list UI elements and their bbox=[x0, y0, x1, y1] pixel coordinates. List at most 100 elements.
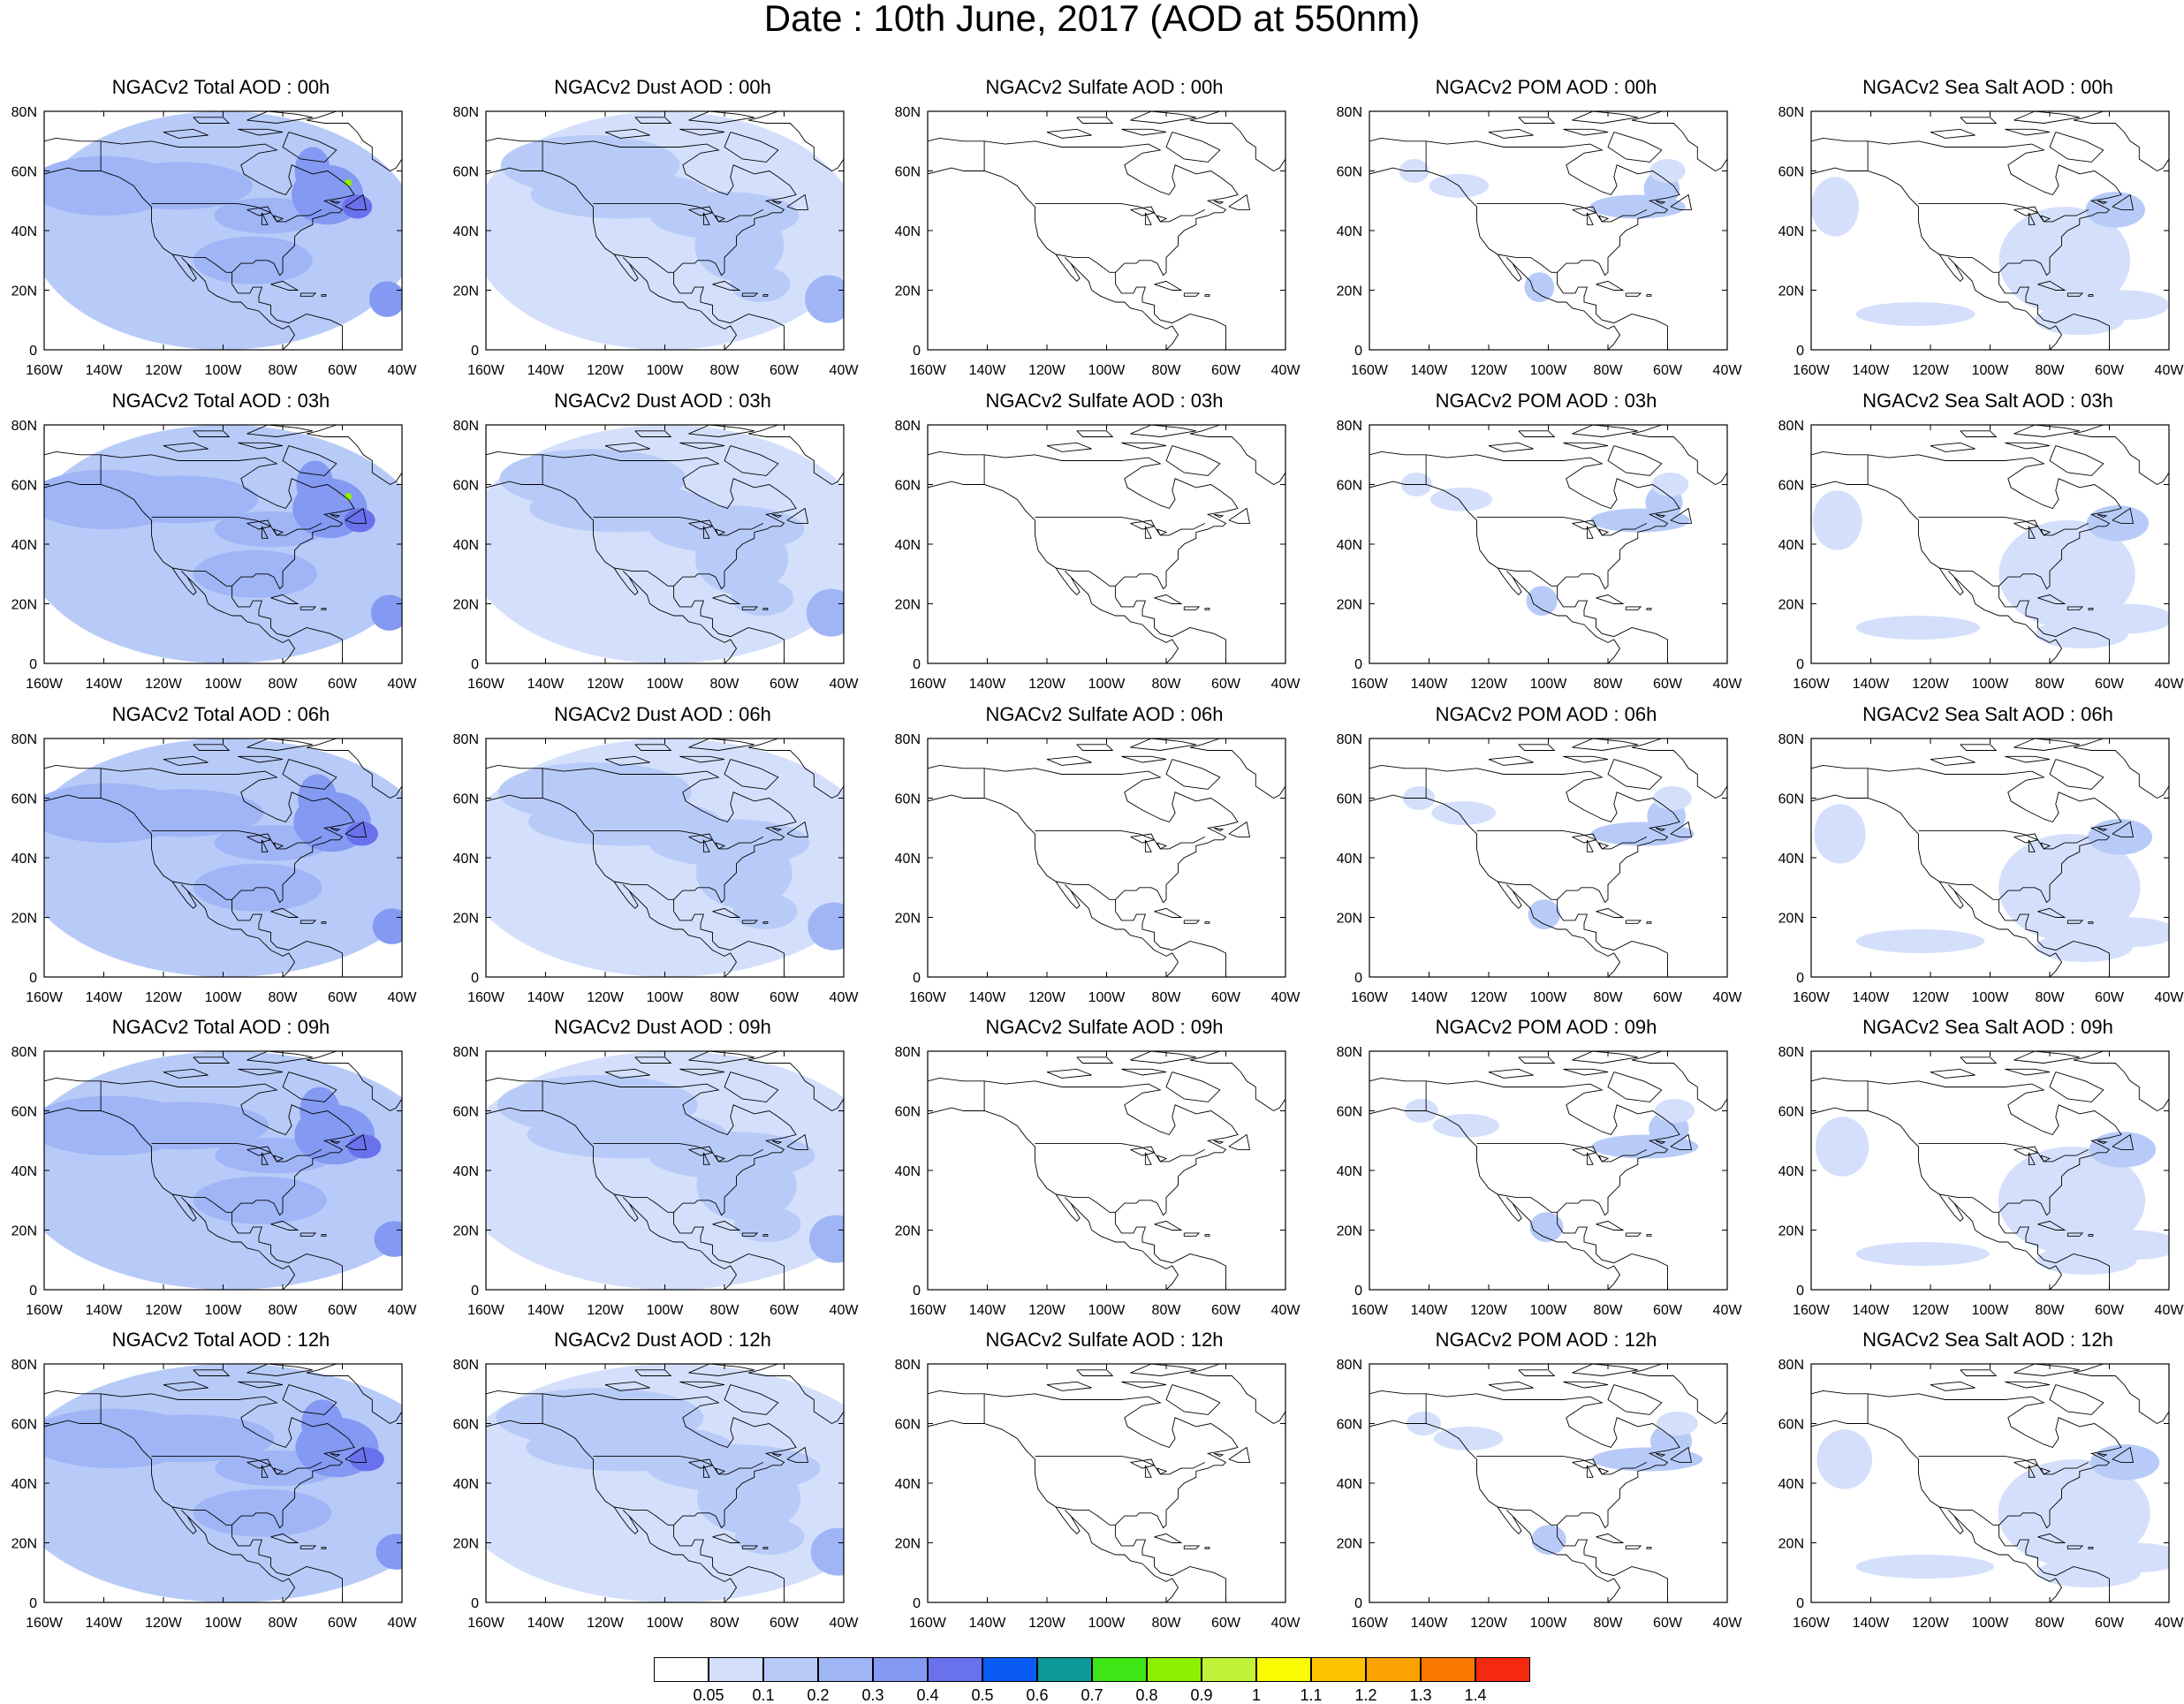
colorbar-label: 0.9 bbox=[1190, 1686, 1213, 1704]
lon-tick-label: 60W bbox=[1653, 1616, 1683, 1631]
panel-title: NGACv2 Sulfate AOD : 00h bbox=[985, 76, 1224, 98]
lat-tick-label: 60N bbox=[895, 792, 921, 807]
island-outline bbox=[321, 921, 327, 924]
lon-tick-label: 140W bbox=[1853, 363, 1891, 378]
lon-tick-label: 140W bbox=[969, 1303, 1007, 1318]
coastline-greenland bbox=[747, 738, 844, 799]
lon-tick-label: 120W bbox=[587, 1303, 625, 1318]
lat-tick-label: 20N bbox=[453, 1224, 479, 1239]
colorbar-label: 0.7 bbox=[1081, 1686, 1103, 1704]
lat-tick-label: 60N bbox=[895, 1105, 921, 1120]
island-outline bbox=[1076, 1056, 1114, 1064]
aod-shading-region bbox=[345, 822, 378, 846]
island-outline bbox=[1228, 507, 1251, 524]
map-panel-seasalt-2: NGACv2 Sea Salt AOD : 06h 80N 60N 40N 20N 0 16… bbox=[1767, 704, 2184, 1013]
lat-tick-label: 20N bbox=[11, 1224, 37, 1239]
island-outline bbox=[1607, 445, 1663, 476]
island-outline bbox=[2013, 1051, 2080, 1064]
aod-shading-region bbox=[1811, 177, 1859, 237]
island-outline bbox=[1121, 1381, 1167, 1389]
island-outline bbox=[1183, 292, 1201, 297]
aod-shading-region bbox=[193, 549, 318, 598]
lake-outline bbox=[1144, 212, 1152, 225]
lat-tick-label: 40N bbox=[895, 538, 921, 553]
lat-tick-label: 20N bbox=[453, 284, 479, 299]
lat-tick-label: 0 bbox=[29, 1284, 37, 1299]
lon-tick-label: 140W bbox=[86, 1303, 124, 1318]
coastline-east bbox=[486, 1390, 797, 1602]
coastline-west bbox=[486, 481, 738, 663]
island-outline bbox=[2066, 920, 2084, 924]
coastline-west bbox=[1369, 794, 1621, 977]
lake-outline bbox=[2028, 1465, 2036, 1478]
island-outline bbox=[163, 1381, 209, 1391]
us-mexico-border bbox=[1498, 1193, 1558, 1213]
lat-tick-label: 80N bbox=[453, 1358, 479, 1373]
lon-tick-label: 40W bbox=[388, 990, 418, 1005]
colorbar-swatch bbox=[654, 1657, 709, 1682]
aod-hotspot bbox=[345, 179, 353, 186]
colorbar-label: 1.3 bbox=[1409, 1686, 1432, 1704]
aod-shading-region bbox=[1432, 1113, 1500, 1138]
lake-outline bbox=[1130, 1458, 1156, 1469]
lon-tick-label: 160W bbox=[1793, 1303, 1831, 1318]
aod-shading-region bbox=[810, 1527, 844, 1576]
island-outline bbox=[771, 200, 783, 205]
lon-tick-label: 100W bbox=[647, 677, 685, 692]
lon-tick-label: 60W bbox=[1211, 1616, 1241, 1631]
island-outline bbox=[1646, 921, 1652, 924]
coastline-greenland bbox=[1631, 738, 1727, 799]
lon-tick-label: 120W bbox=[145, 1616, 183, 1631]
lon-tick-label: 100W bbox=[205, 677, 243, 692]
island-outline bbox=[762, 294, 769, 297]
panel-title: NGACv2 POM AOD : 03h bbox=[1435, 390, 1657, 412]
island-outline bbox=[688, 738, 755, 751]
lon-tick-label: 80W bbox=[2036, 1616, 2066, 1631]
island-outline bbox=[2066, 1232, 2084, 1237]
lon-tick-label: 40W bbox=[2155, 677, 2184, 692]
lat-tick-label: 40N bbox=[11, 1164, 37, 1179]
island-outline bbox=[2049, 1072, 2104, 1102]
island-outline bbox=[1183, 1232, 1201, 1237]
lat-tick-label: 0 bbox=[913, 1596, 921, 1611]
coastline-greenland bbox=[1631, 425, 1727, 486]
island-outline bbox=[1154, 907, 1183, 918]
island-outline bbox=[1228, 1446, 1251, 1463]
lat-tick-label: 40N bbox=[11, 852, 37, 867]
island-outline bbox=[238, 1068, 284, 1076]
coastline-east bbox=[1811, 764, 2122, 977]
lake-outline bbox=[688, 206, 714, 216]
aod-shading-region bbox=[300, 1087, 340, 1135]
coastline-east bbox=[1369, 764, 1680, 977]
island-outline bbox=[724, 132, 779, 163]
lon-tick-label: 140W bbox=[969, 990, 1007, 1005]
island-outline bbox=[1670, 1446, 1693, 1463]
panel-title: NGACv2 Sulfate AOD : 09h bbox=[985, 1016, 1224, 1038]
lon-tick-label: 120W bbox=[145, 990, 183, 1005]
colorbar-label: 0.1 bbox=[752, 1686, 775, 1704]
lon-tick-label: 160W bbox=[1351, 1303, 1389, 1318]
coastline-west bbox=[1811, 167, 2063, 350]
island-outline bbox=[300, 920, 317, 924]
lon-tick-label: 60W bbox=[1653, 363, 1683, 378]
colorbar-swatch bbox=[1366, 1657, 1421, 1682]
island-outline bbox=[1930, 755, 1975, 766]
coastline-east bbox=[44, 1077, 355, 1290]
aod-shading-region bbox=[1651, 473, 1689, 496]
island-outline bbox=[1228, 1133, 1251, 1150]
aod-map: 80N 60N 40N 20N 0 160W 140W 120W 100W 80W 60W 40W bbox=[1337, 732, 1743, 1005]
aod-shading-region bbox=[1654, 1099, 1695, 1123]
lon-tick-label: 60W bbox=[770, 990, 800, 1005]
lon-tick-label: 80W bbox=[1152, 363, 1182, 378]
us-mexico-border bbox=[614, 1193, 674, 1213]
island-outline bbox=[2112, 507, 2135, 524]
coastline-east bbox=[44, 137, 355, 350]
island-outline bbox=[1563, 1068, 1609, 1076]
map-panel-seasalt-4: NGACv2 Sea Salt AOD : 12h 80N 60N 40N 20N 0 16… bbox=[1767, 1329, 2184, 1639]
lake-outline bbox=[2040, 1467, 2051, 1475]
island-outline bbox=[1596, 594, 1625, 604]
map-panel-sulfate-0: NGACv2 Sulfate AOD : 00h 80N 60N 40N 20N 0 160… bbox=[883, 77, 1325, 386]
lat-tick-label: 40N bbox=[1778, 538, 1804, 553]
lat-tick-label: 80N bbox=[1778, 105, 1804, 120]
island-outline bbox=[1646, 1547, 1652, 1549]
